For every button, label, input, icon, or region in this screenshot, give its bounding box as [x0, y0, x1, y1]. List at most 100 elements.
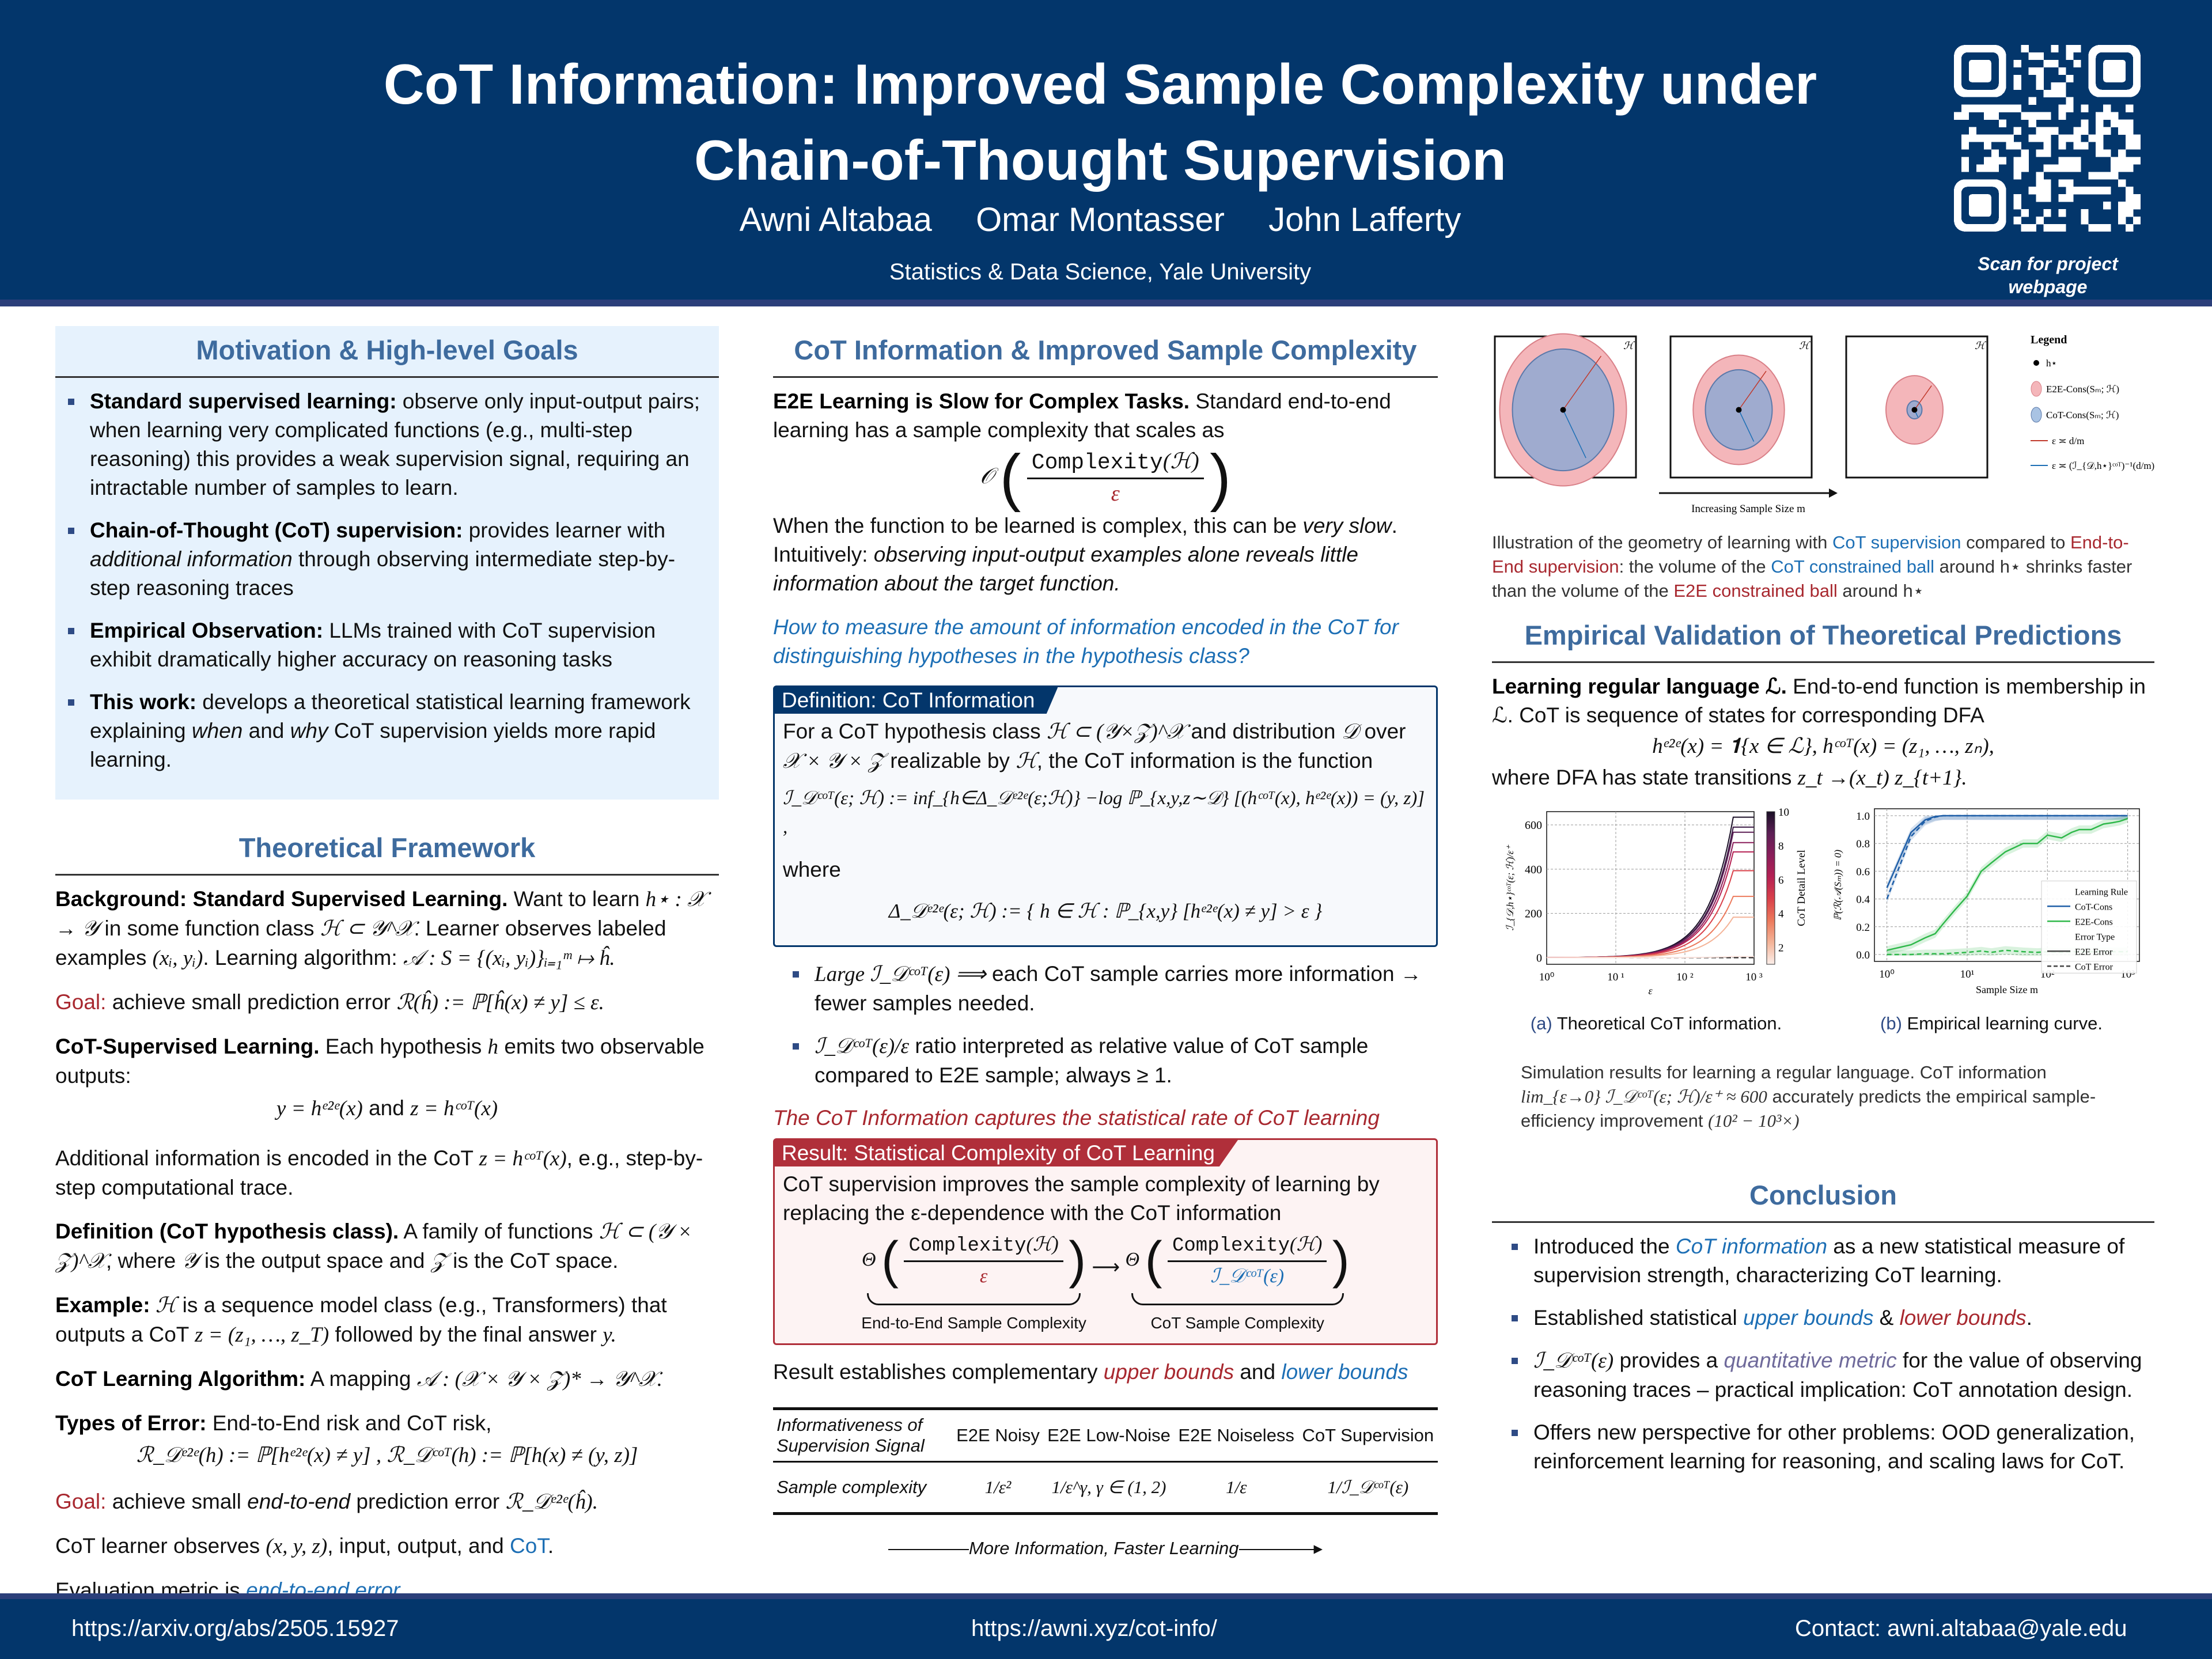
list-item: Standard supervised learning: observe on… — [68, 387, 707, 502]
qr-module — [2021, 209, 2029, 217]
goal-paragraph: Goal: achieve small prediction error ℛ(ĥ… — [55, 988, 719, 1017]
figure-a: 0 200 400 600 10⁰ 10 ¹ 10 ² 10 ³ ε ℐ_{𝒟,h⋆}ᶜᵒᵀ(ε;… — [1492, 797, 1820, 1034]
qr-code-icon[interactable] — [1954, 45, 2141, 232]
qr-module — [2081, 119, 2089, 127]
x-tick-label: 10 ¹ — [1607, 971, 1624, 983]
column-right: ℋ ℋ ℋ Legend h⋆ E2E-Cons(Sₘ; ℋ) CoT-Cons(Sₘ;… — [1492, 320, 2154, 1490]
item-text: observe only input-output pairs; when le… — [90, 389, 700, 499]
qr-module — [2081, 187, 2089, 195]
qr-module — [1998, 119, 2006, 127]
qr-module — [1991, 134, 1999, 142]
item-text: each CoT sample carries more information… — [815, 962, 1422, 1015]
x-tick-label: 10¹ — [1960, 968, 1975, 980]
caption-text: around h⋆ — [1837, 581, 1925, 601]
item-text: ratio interpreted as relative value of C… — [815, 1034, 1369, 1087]
qr-module — [2096, 187, 2104, 195]
x-tick-label: 10⁰ — [1879, 968, 1895, 980]
establishes-line: Result establishes complementary upper b… — [773, 1358, 1438, 1387]
qr-module — [2133, 142, 2141, 150]
qr-module — [2021, 112, 2029, 120]
qr-module — [2013, 202, 2021, 210]
qr-module — [2013, 157, 2021, 165]
qr-module — [1954, 112, 1962, 120]
para-text: A mapping — [305, 1367, 417, 1391]
contact-email[interactable]: Contact: awni.altabaa@yale.edu — [1795, 1616, 2127, 1641]
numerator: Complexity(ℋ) — [1027, 447, 1204, 479]
y-tick-label: 0.8 — [1856, 838, 1870, 850]
para-text: Each hypothesis — [319, 1035, 488, 1058]
plot-area — [1546, 811, 1755, 965]
poster-footer — [0, 1599, 2212, 1659]
list-item: Established statistical upper bounds & l… — [1512, 1304, 2143, 1332]
caption-a: (a) Theoretical CoT information. — [1492, 1013, 1820, 1034]
sample-complexity-table: Informativeness of Supervision Signal E2… — [773, 1407, 1438, 1515]
para-text: where DFA has state transitions — [1492, 766, 1798, 789]
qr-module — [2073, 187, 2081, 195]
regular-language-paragraph: Learning regular language ℒ. End-to-end … — [1492, 672, 2154, 730]
math: 𝒵 — [430, 1249, 447, 1273]
qr-module — [2013, 164, 2021, 172]
qr-module — [2036, 74, 2044, 83]
complexity-label: Complexity — [908, 1235, 1027, 1257]
para-text: is a sequence model class (e.g., Transfo… — [55, 1293, 667, 1346]
underbrace — [1131, 1293, 1344, 1305]
outputs-equation: y = hᵉ²ᵉ(x) and z = hᶜᵒᵀ(x) — [55, 1094, 719, 1123]
qr-module — [1983, 157, 1992, 165]
table-header: E2E Low-Noise — [1047, 1425, 1171, 1445]
qr-module — [2073, 164, 2081, 172]
cot-radius-arrow — [1562, 410, 1586, 459]
arrow-head-icon — [1829, 488, 1838, 498]
qr-module — [2096, 127, 2104, 135]
qr-module — [1998, 104, 2006, 112]
table-cell: 1/ε² — [984, 1477, 1012, 1497]
qr-module — [2051, 164, 2059, 172]
column-left: Motivation & High-level Goals Standard s… — [55, 326, 719, 1620]
author: Omar Montasser — [976, 201, 1225, 238]
qr-module — [1991, 104, 1999, 112]
h-star-point — [1911, 407, 1918, 413]
qr-module — [2013, 104, 2021, 112]
qr-module — [2081, 217, 2089, 225]
big-o-equation: 𝒪 ( Complexity(ℋ) ε ) — [773, 446, 1438, 509]
qr-module — [1983, 104, 1992, 112]
qr-module — [2081, 127, 2089, 135]
e2e-complexity-group: Θ ( Complexity(ℋ) ε ) End-to-End Sample … — [861, 1230, 1086, 1338]
qr-module — [2088, 224, 2096, 232]
qr-module — [2096, 134, 2104, 142]
qr-module — [2036, 112, 2044, 120]
qr-module — [2126, 194, 2134, 202]
qr-module — [2118, 179, 2126, 187]
para-text: Additional information is encoded in the… — [55, 1146, 479, 1170]
math: (ℋ) — [1290, 1234, 1323, 1255]
para-text: CoT learner observes — [55, 1534, 266, 1558]
item-text: develops a theoretical statistical learn… — [90, 690, 691, 743]
title-line-1: CoT Information: Improved Sample Complex… — [383, 52, 1817, 116]
project-site-link[interactable]: https://awni.xyz/cot-info/ — [971, 1616, 1217, 1641]
qr-label-line-1: Scan for project — [1978, 253, 2118, 274]
legend-marker — [2031, 381, 2042, 397]
legend-label: Learning Rule — [2075, 887, 2128, 897]
qr-module — [2126, 157, 2134, 165]
y-tick-label: 600 — [1525, 819, 1542, 832]
header-divider — [0, 300, 2212, 306]
qr-module — [2088, 172, 2096, 180]
legend-marker — [2033, 360, 2039, 366]
section-rule — [55, 376, 719, 378]
research-question: How to measure the amount of information… — [773, 615, 1399, 668]
qr-module — [1961, 157, 1969, 165]
delta-formula: Δ_𝒟ᵉ²ᵉ(ε; ℋ) := { h ∈ ℋ : ℙ_{x,y} [hᵉ²ᵉ(… — [888, 900, 1323, 922]
colorbar-tick-label: 6 — [1778, 874, 1784, 887]
para-bold: CoT Learning Algorithm: — [55, 1367, 306, 1391]
qr-module — [2118, 127, 2126, 135]
arxiv-link[interactable]: https://arxiv.org/abs/2505.15927 — [71, 1616, 399, 1641]
qr-module — [2081, 104, 2089, 112]
qr-module — [2066, 104, 2074, 112]
numerator: Complexity(ℋ) — [904, 1230, 1063, 1262]
qr-module — [1983, 112, 1992, 120]
e2e-radius-arrow — [1562, 355, 1602, 410]
paren: ( — [1145, 1232, 1162, 1289]
qr-module — [2043, 194, 2051, 202]
poster-title: CoT Information: Improved Sample Complex… — [253, 46, 1947, 198]
qr-module — [2103, 112, 2111, 120]
